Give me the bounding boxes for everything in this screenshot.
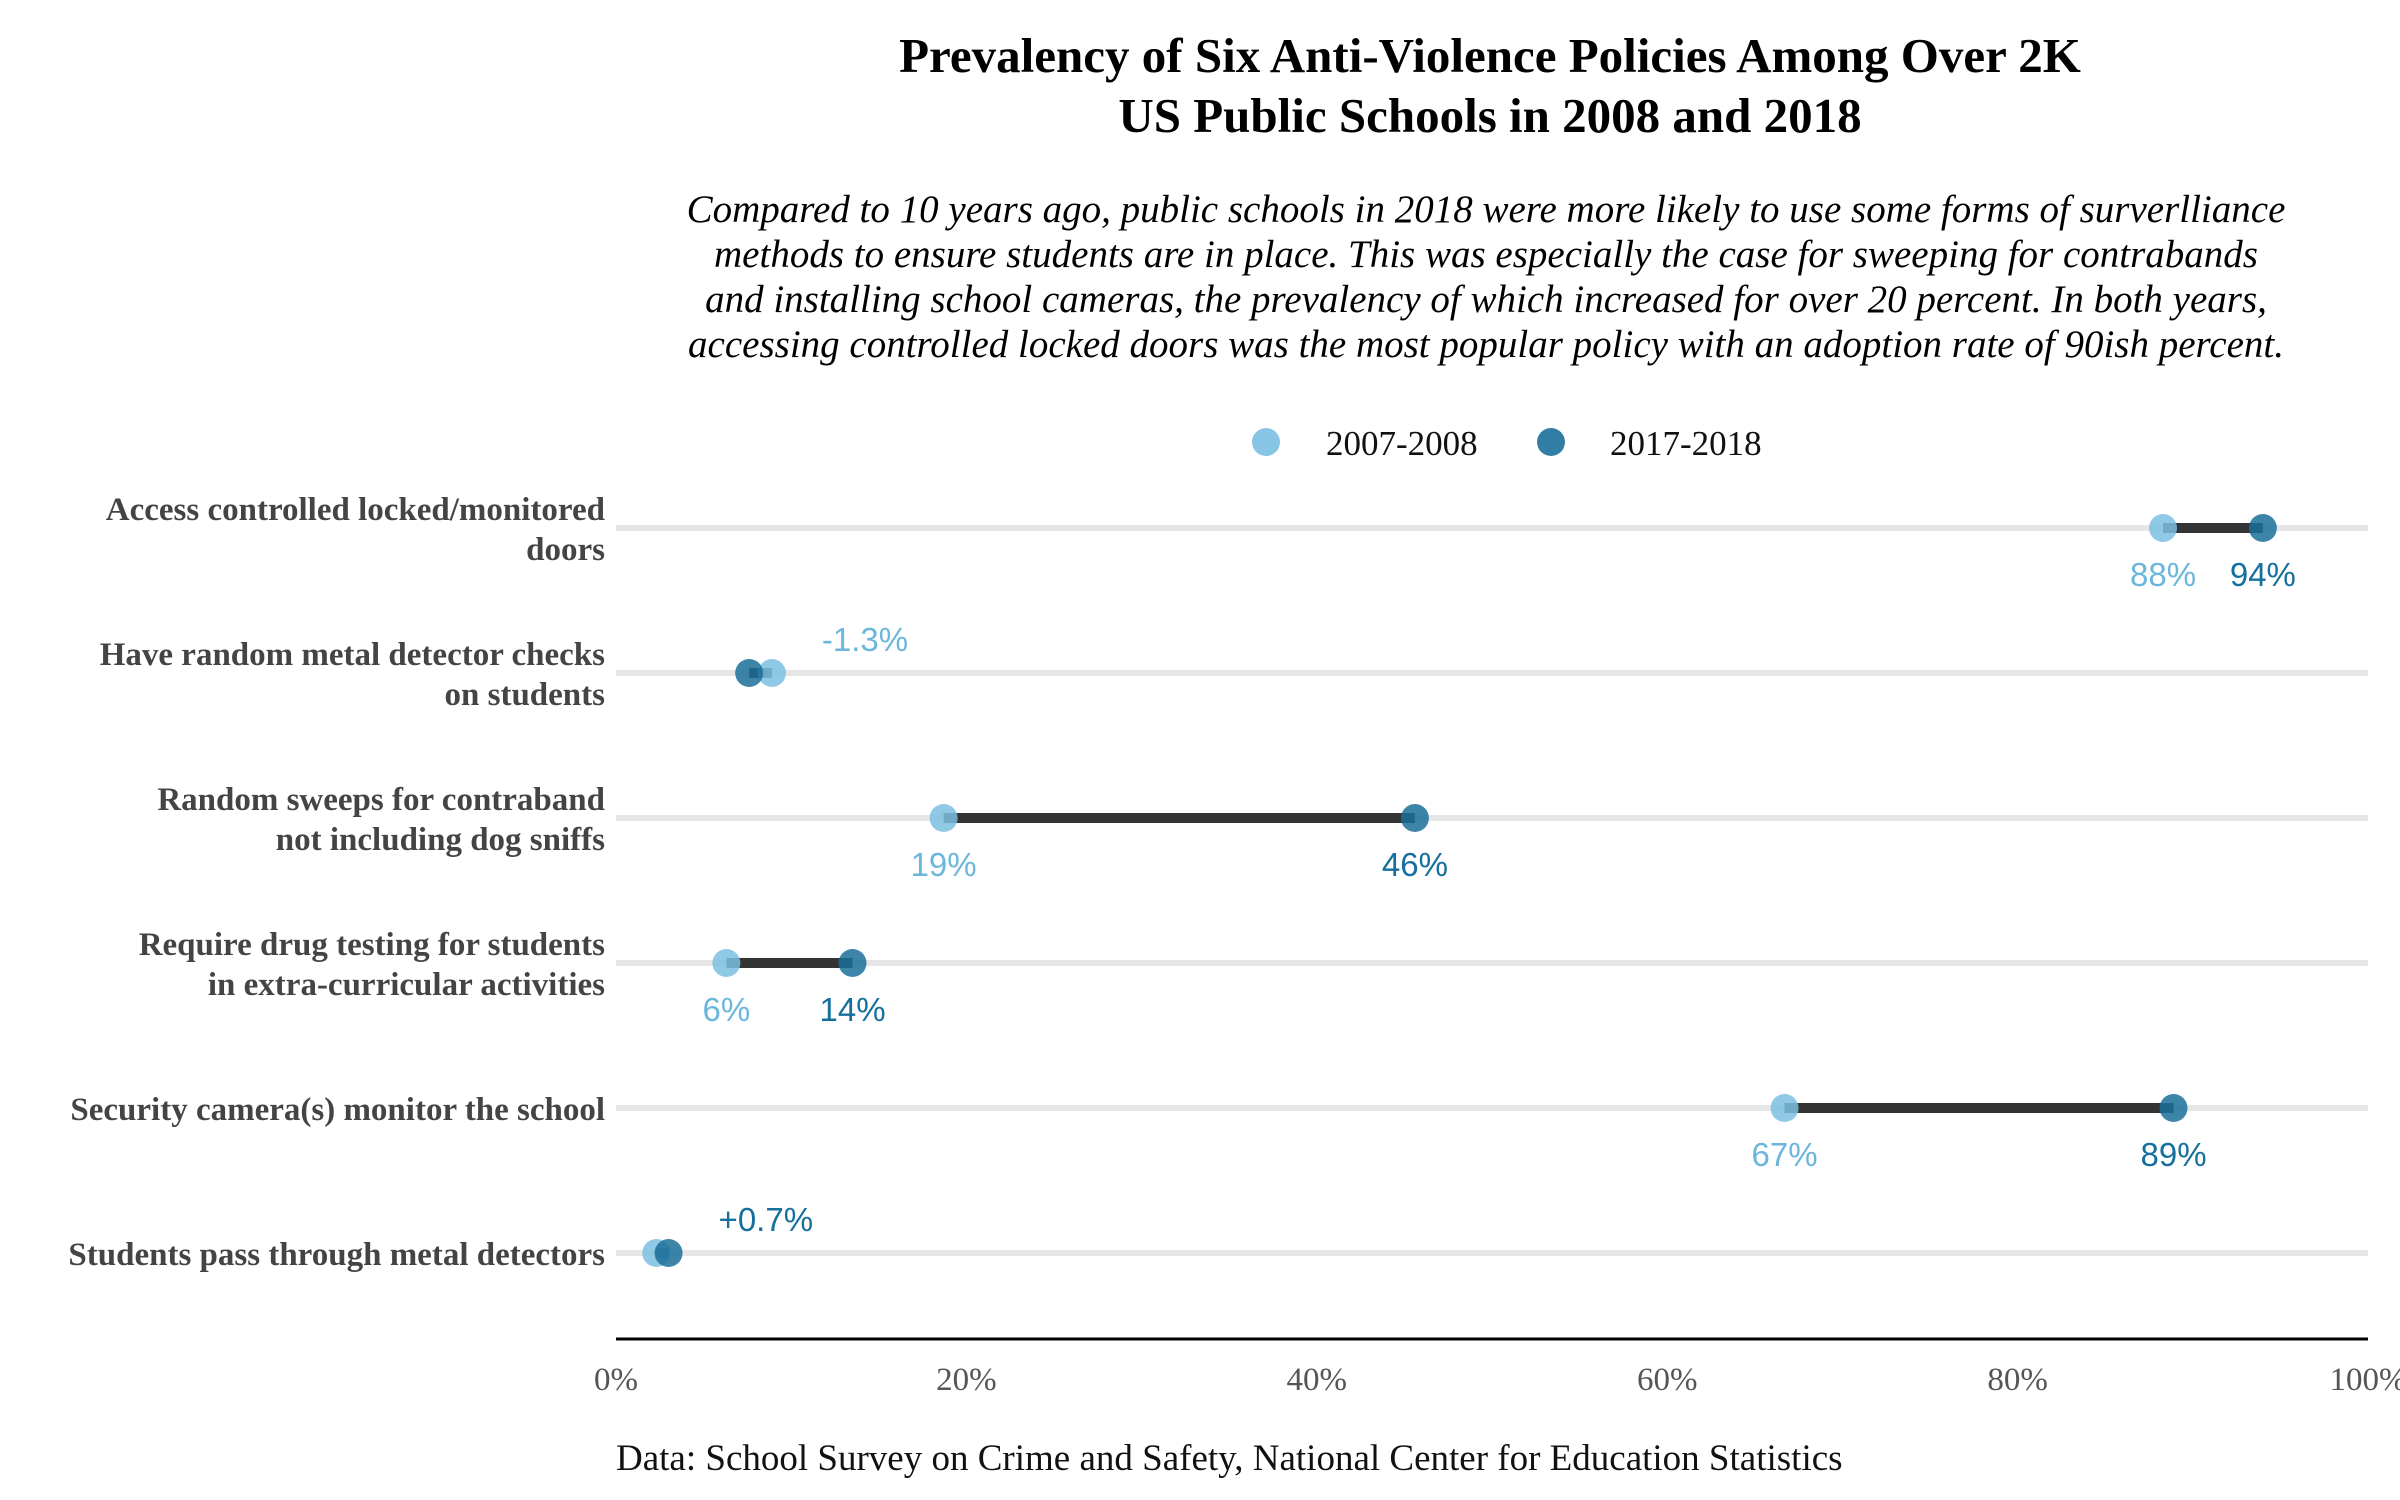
point-2007-2008 bbox=[712, 949, 741, 977]
value-label-2017-2018: 89% bbox=[2140, 1136, 2206, 1173]
category-label-line: not including dog sniffs bbox=[276, 822, 605, 858]
change-annotation: -1.3% bbox=[822, 621, 908, 658]
legend-key-2017-2018 bbox=[1537, 428, 1565, 456]
category-label: Require drug testing for students in extr… bbox=[139, 927, 605, 1003]
x-tick-label: 40% bbox=[1287, 1362, 1348, 1398]
subtitle-line-3: and installing school cameras, the preva… bbox=[705, 278, 2267, 321]
x-tick-label: 0% bbox=[594, 1362, 638, 1398]
value-label-2007-2008: 6% bbox=[703, 991, 751, 1028]
caption: Data: School Survey on Crime and Safety,… bbox=[616, 1438, 1843, 1479]
point-2007-2008 bbox=[757, 659, 786, 687]
chart-subtitle: Compared to 10 years ago, public schools… bbox=[687, 188, 2286, 366]
point-2017-2018 bbox=[2159, 1094, 2188, 1122]
x-tick-label: 60% bbox=[1637, 1362, 1698, 1398]
category-label-line: Access controlled locked/monitored bbox=[106, 492, 605, 528]
x-tick-label: 100% bbox=[2330, 1362, 2400, 1398]
legend-key-2007-2008 bbox=[1252, 428, 1280, 456]
subtitle-line-1: Compared to 10 years ago, public schools… bbox=[687, 188, 2286, 231]
category-label-line: Random sweeps for contraband bbox=[157, 782, 605, 818]
point-2017-2018 bbox=[2248, 514, 2277, 542]
row-1: Access controlled locked/monitored doors 8… bbox=[106, 492, 2368, 593]
category-label-line: in extra-curricular activities bbox=[208, 967, 605, 1003]
subtitle-line-4: accessing controlled locked doors was th… bbox=[688, 323, 2284, 366]
row-5: Security camera(s) monitor the school 67%… bbox=[70, 1092, 2368, 1173]
row-6: Students pass through metal detectors +0.… bbox=[68, 1201, 2368, 1273]
category-label: Students pass through metal detectors bbox=[68, 1237, 605, 1273]
row-3: Random sweeps for contraband not includin… bbox=[157, 782, 2368, 883]
plot-area: Access controlled locked/monitored doors 8… bbox=[68, 492, 2368, 1273]
change-annotation: +0.7% bbox=[719, 1201, 814, 1238]
point-2007-2008 bbox=[1770, 1094, 1799, 1122]
legend: 2007-2008 2017-2018 bbox=[1252, 424, 1762, 463]
title-line-1: Prevalency of Six Anti-Violence Policies… bbox=[899, 28, 2081, 83]
point-2007-2008 bbox=[929, 804, 958, 832]
chart-title: Prevalency of Six Anti-Violence Policies… bbox=[899, 28, 2081, 143]
category-label-line: on students bbox=[445, 677, 606, 713]
point-2017-2018 bbox=[1400, 804, 1429, 832]
legend-label-2017-2018: 2017-2018 bbox=[1610, 424, 1762, 463]
row-4: Require drug testing for students in extr… bbox=[139, 927, 2368, 1028]
category-label-line: Security camera(s) monitor the school bbox=[70, 1092, 605, 1128]
category-label-line: Have random metal detector checks bbox=[100, 637, 605, 673]
category-label-line: Require drug testing for students bbox=[139, 927, 605, 963]
title-line-2: US Public Schools in 2008 and 2018 bbox=[1118, 88, 1861, 143]
value-label-2007-2008: 67% bbox=[1752, 1136, 1818, 1173]
point-2007-2008 bbox=[2149, 514, 2178, 542]
value-label-2007-2008: 88% bbox=[2130, 556, 2196, 593]
x-tick-label: 80% bbox=[1987, 1362, 2048, 1398]
category-label: Security camera(s) monitor the school bbox=[70, 1092, 605, 1128]
row-2: Have random metal detector checks on stud… bbox=[100, 621, 2368, 713]
category-label: Random sweeps for contraband not includin… bbox=[157, 782, 605, 858]
value-label-2007-2008: 19% bbox=[911, 846, 977, 883]
category-label: Access controlled locked/monitored doors bbox=[106, 492, 605, 568]
point-2017-2018 bbox=[735, 659, 764, 687]
subtitle-line-2: methods to ensure students are in place.… bbox=[714, 233, 2258, 276]
legend-label-2007-2008: 2007-2008 bbox=[1326, 424, 1478, 463]
x-axis: 0% 20% 40% 60% 80% 100% bbox=[594, 1337, 2400, 1398]
x-tick-label: 20% bbox=[936, 1362, 997, 1398]
value-label-2017-2018: 46% bbox=[1382, 846, 1448, 883]
category-label-line: doors bbox=[526, 532, 605, 568]
value-label-2017-2018: 14% bbox=[819, 991, 885, 1028]
point-2017-2018 bbox=[654, 1239, 683, 1267]
category-label: Have random metal detector checks on stud… bbox=[100, 637, 605, 713]
category-label-line: Students pass through metal detectors bbox=[68, 1237, 605, 1273]
point-2017-2018 bbox=[838, 949, 867, 977]
value-label-2017-2018: 94% bbox=[2230, 556, 2296, 593]
